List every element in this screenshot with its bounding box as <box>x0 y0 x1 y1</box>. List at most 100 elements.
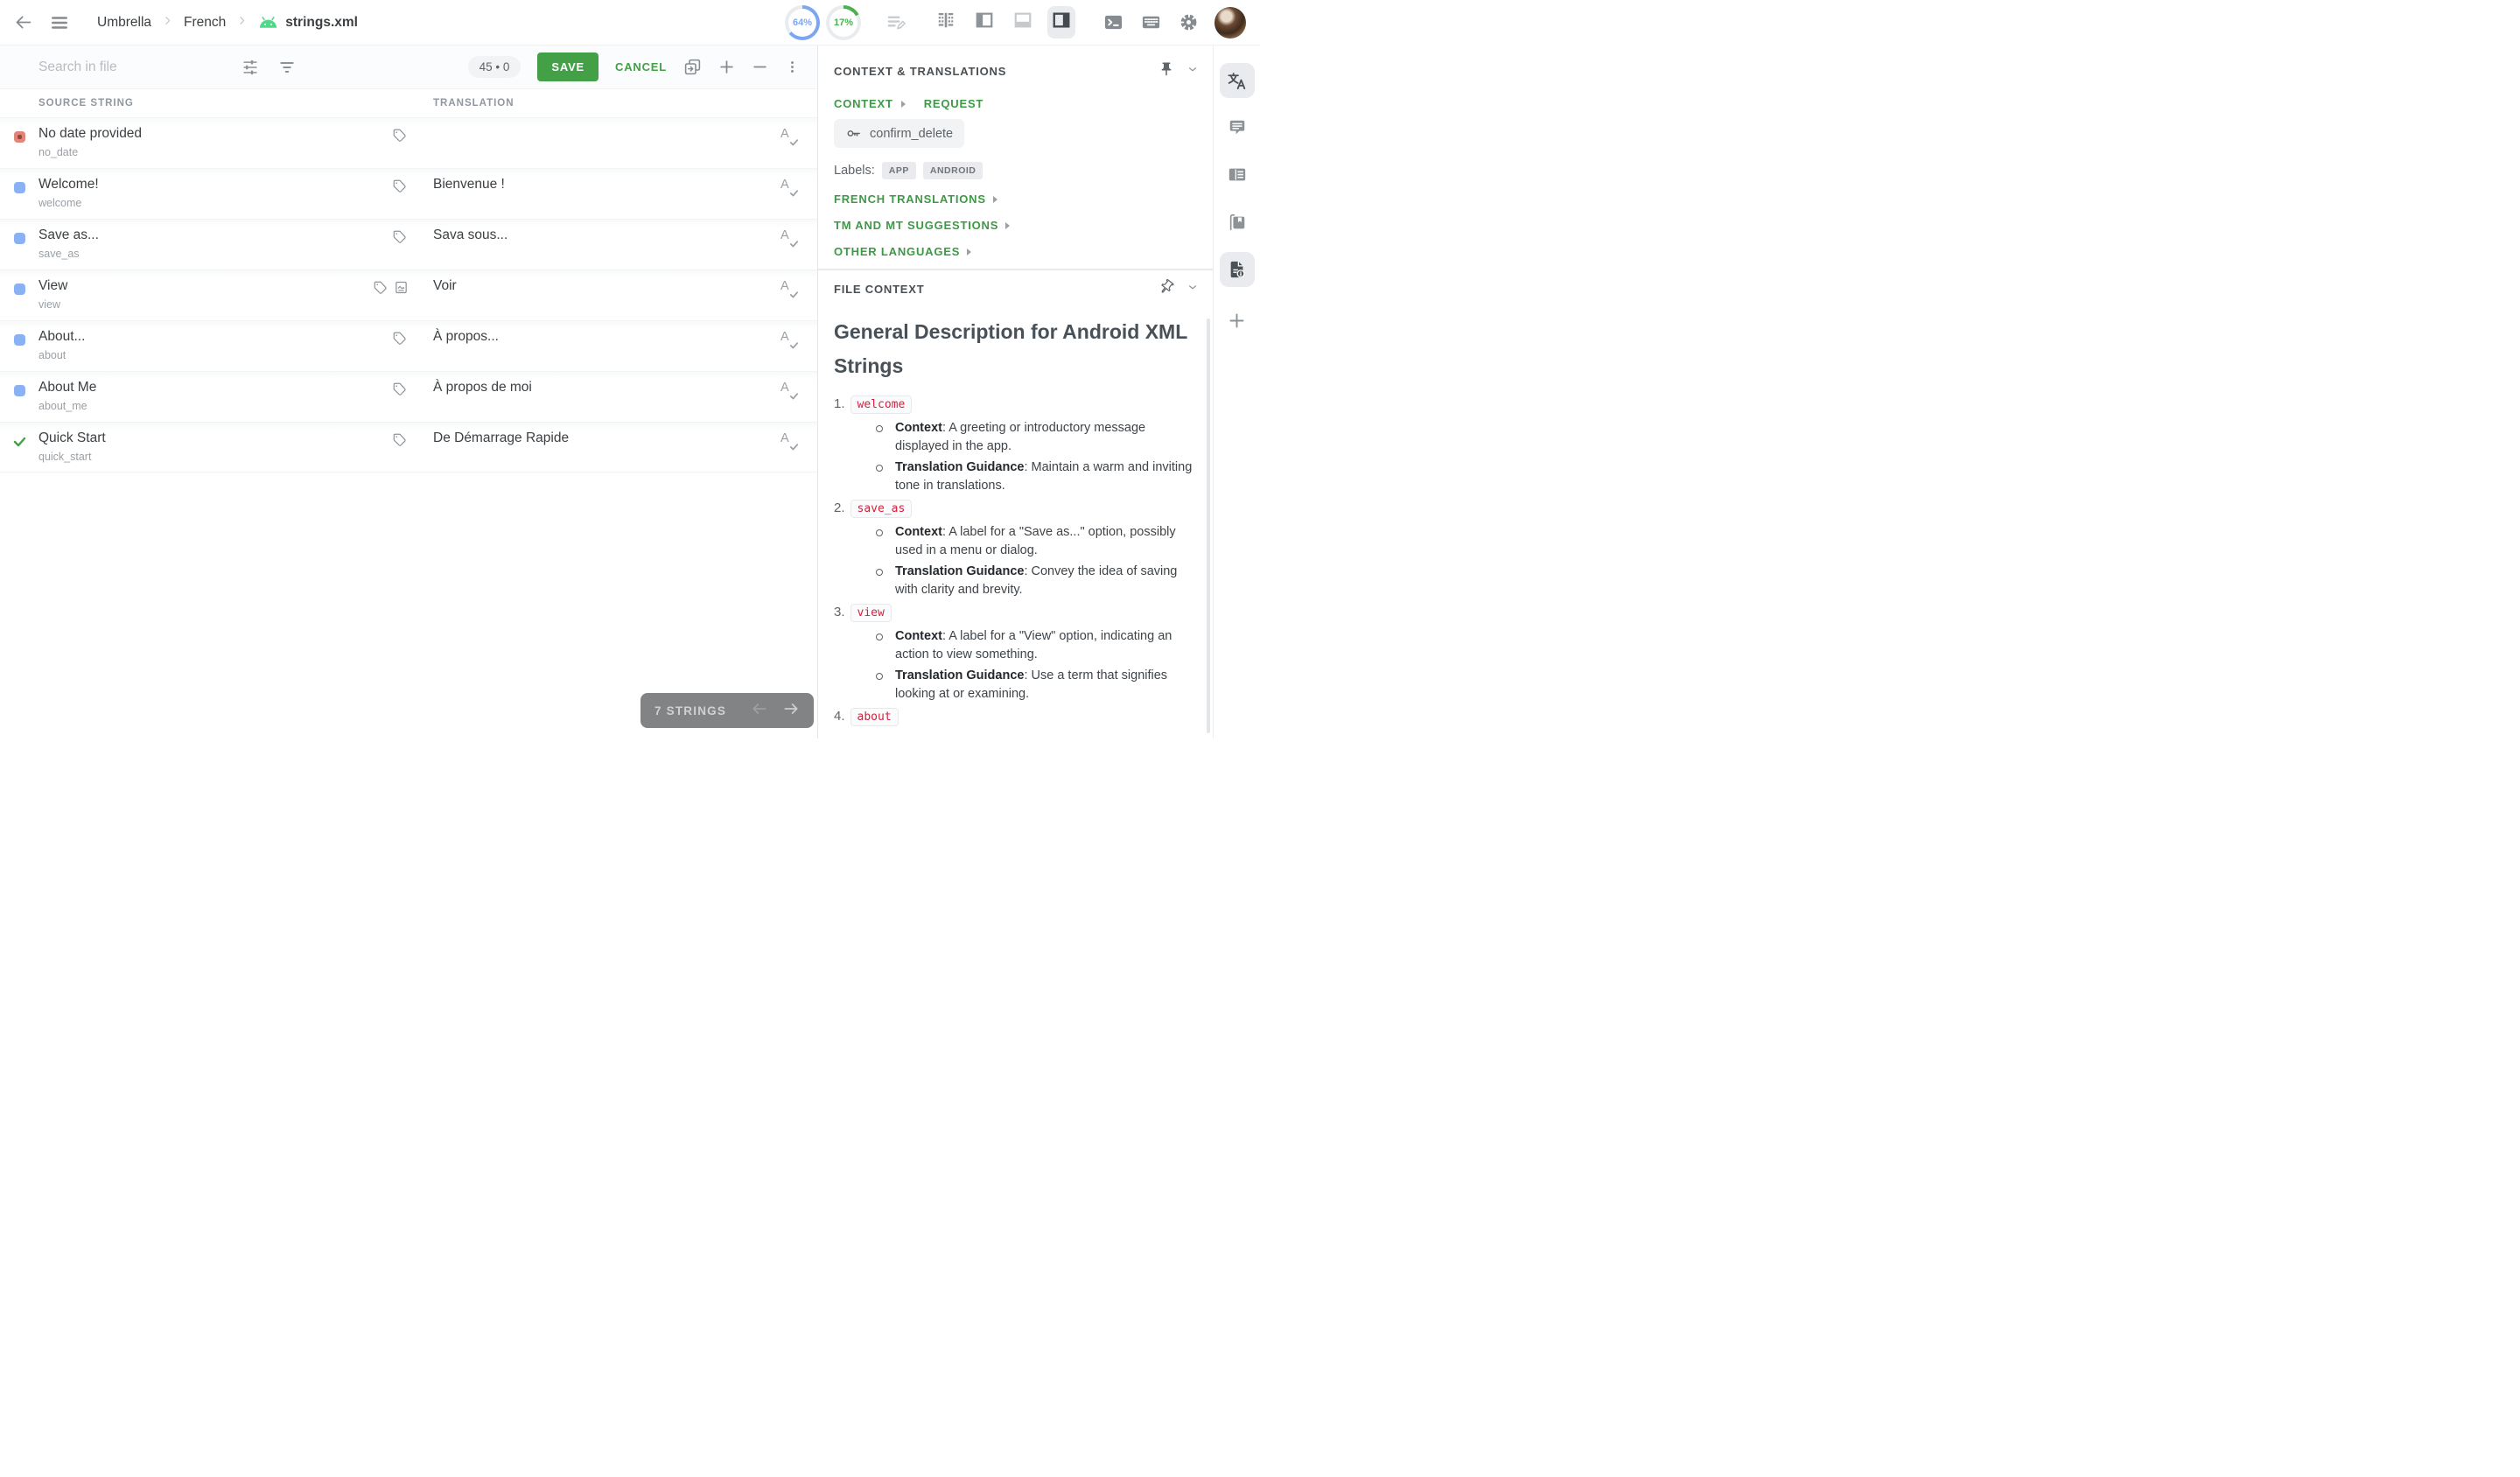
terminal-icon[interactable] <box>1103 12 1124 32</box>
label-badge: ANDROID <box>922 162 984 179</box>
doc-item: 2. save_as Context: A label for a "Save a… <box>834 500 1199 599</box>
bottom-panel-view-icon[interactable] <box>1009 6 1037 38</box>
doc-bullet: Translation Guidance: Use a term that si… <box>872 667 1199 704</box>
section-french-translations[interactable]: FRENCH TRANSLATIONS <box>834 192 1199 206</box>
section-other-languages[interactable]: OTHER LANGUAGES <box>834 245 1199 258</box>
proofread-icon[interactable]: A <box>779 431 798 451</box>
expand-arrow-icon <box>1005 221 1011 229</box>
doc-bullet: Translation Guidance: Convey the idea of… <box>872 563 1199 599</box>
android-icon <box>258 16 278 29</box>
comments-tab-icon[interactable] <box>1220 110 1255 145</box>
source-column-header: SOURCE STRING <box>38 98 134 108</box>
add-string-icon[interactable] <box>718 59 735 75</box>
string-key: save_as <box>38 248 80 260</box>
translated-progress-value: 64% <box>792 17 813 28</box>
proofread-icon[interactable]: A <box>779 330 798 349</box>
screenshot-icon[interactable] <box>394 280 409 299</box>
hamburger-menu-icon[interactable] <box>50 13 69 32</box>
tag-icon[interactable] <box>392 331 407 350</box>
save-button[interactable]: SAVE <box>537 52 599 81</box>
labels-caption: Labels: <box>834 164 875 178</box>
request-link[interactable]: REQUEST <box>923 97 984 110</box>
back-icon[interactable] <box>14 13 32 32</box>
table-row[interactable]: No date provided no_date A <box>0 117 817 168</box>
table-row[interactable]: About... about À propos... A <box>0 320 817 371</box>
top-bar: Umbrella French strings.xml 64% 17% <box>0 0 1260 46</box>
context-panel: CONTEXT & TRANSLATIONS CONTEXT REQUEST c… <box>817 46 1213 738</box>
approved-progress-ring[interactable]: 17% <box>826 4 861 40</box>
edit-notes-icon[interactable] <box>886 12 906 32</box>
right-panel-view-icon[interactable] <box>1047 6 1075 38</box>
string-key: quick_start <box>38 451 92 463</box>
file-context-title: FILE CONTEXT <box>834 283 925 296</box>
source-string: No date provided <box>38 126 143 141</box>
translation-column-header: TRANSLATION <box>433 98 514 108</box>
table-row[interactable]: About Me about_me À propos de moi A <box>0 371 817 422</box>
pin-icon[interactable] <box>1158 61 1174 81</box>
proofread-icon[interactable]: A <box>779 178 798 197</box>
glossary-tab-icon[interactable] <box>1220 205 1255 240</box>
string-key-code: about <box>850 708 899 727</box>
expand-arrow-icon <box>900 100 906 108</box>
more-options-icon[interactable] <box>785 60 800 74</box>
tag-icon[interactable] <box>392 382 407 401</box>
proofread-icon[interactable]: A <box>779 381 798 400</box>
proofread-icon[interactable]: A <box>779 127 798 146</box>
panel-sidebar <box>1213 46 1260 738</box>
status-translated-icon <box>14 385 25 396</box>
chevron-down-icon[interactable] <box>1186 63 1199 80</box>
translation-string: Sava sous... <box>433 228 508 242</box>
tag-icon[interactable] <box>392 178 407 198</box>
tag-icon[interactable] <box>373 280 388 299</box>
next-page-icon[interactable] <box>782 700 800 722</box>
string-counter[interactable]: 45 • 0 <box>467 56 522 78</box>
breadcrumb-language[interactable]: French <box>184 14 227 30</box>
string-key-pill[interactable]: confirm_delete <box>834 119 965 148</box>
table-row[interactable]: Save as... save_as Sava sous... A <box>0 219 817 270</box>
settings-gear-icon[interactable] <box>1179 12 1199 32</box>
context-link[interactable]: CONTEXT <box>834 97 893 110</box>
left-panel-view-icon[interactable] <box>970 6 998 38</box>
crowdin-editor: Umbrella French strings.xml 64% 17% <box>0 0 1260 738</box>
cancel-button[interactable]: CANCEL <box>615 60 667 74</box>
translated-progress-ring[interactable]: 64% <box>785 4 820 40</box>
keyboard-shortcuts-icon[interactable] <box>1141 12 1161 32</box>
table-row[interactable]: View view Voir A <box>0 270 817 320</box>
copy-source-icon[interactable] <box>683 58 702 76</box>
remove-string-icon[interactable] <box>752 59 768 75</box>
add-panel-icon[interactable] <box>1220 303 1255 338</box>
unpin-icon[interactable] <box>1158 279 1174 299</box>
table-row[interactable]: Welcome! welcome Bienvenue ! A <box>0 168 817 219</box>
table-row[interactable]: Quick Start quick_start De Démarrage Rap… <box>0 422 817 472</box>
tag-icon[interactable] <box>392 128 407 147</box>
previous-page-icon[interactable] <box>751 700 768 722</box>
user-avatar[interactable] <box>1214 6 1246 38</box>
chevron-down-icon[interactable] <box>1186 281 1199 298</box>
proofread-icon[interactable]: A <box>779 228 798 248</box>
search-input[interactable] <box>38 59 222 75</box>
proofread-icon[interactable]: A <box>779 279 798 298</box>
terms-tab-icon[interactable] <box>1220 158 1255 192</box>
string-key-code: save_as <box>850 500 913 519</box>
doc-heading: General Description for Android XML Stri… <box>834 320 1187 378</box>
translation-string: Voir <box>433 278 457 293</box>
approved-progress-value: 17% <box>833 17 854 28</box>
translation-string: De Démarrage Rapide <box>433 430 570 445</box>
translation-string: À propos... <box>433 329 499 344</box>
doc-bullet: Translation Guidance: Maintain a warm an… <box>872 458 1199 495</box>
tag-icon[interactable] <box>392 432 407 452</box>
doc-bullet: Context: A label for a "Save as..." opti… <box>872 523 1199 560</box>
doc-item: 1. welcome Context: A greeting or introdu… <box>834 396 1199 495</box>
panel-scrollbar[interactable] <box>1207 318 1210 733</box>
advanced-filter-icon[interactable] <box>242 59 259 76</box>
breadcrumb-file[interactable]: strings.xml <box>285 14 358 30</box>
source-string: View <box>38 278 68 293</box>
breadcrumb-project[interactable]: Umbrella <box>97 14 152 30</box>
file-context-tab-icon[interactable] <box>1219 252 1255 287</box>
translations-tab-icon[interactable] <box>1219 63 1255 98</box>
filter-icon[interactable] <box>278 59 296 76</box>
side-by-side-view-icon[interactable] <box>932 6 960 38</box>
tag-icon[interactable] <box>392 229 407 248</box>
panel-title: CONTEXT & TRANSLATIONS <box>834 65 1007 78</box>
section-tm-mt-suggestions[interactable]: TM AND MT SUGGESTIONS <box>834 219 1199 232</box>
